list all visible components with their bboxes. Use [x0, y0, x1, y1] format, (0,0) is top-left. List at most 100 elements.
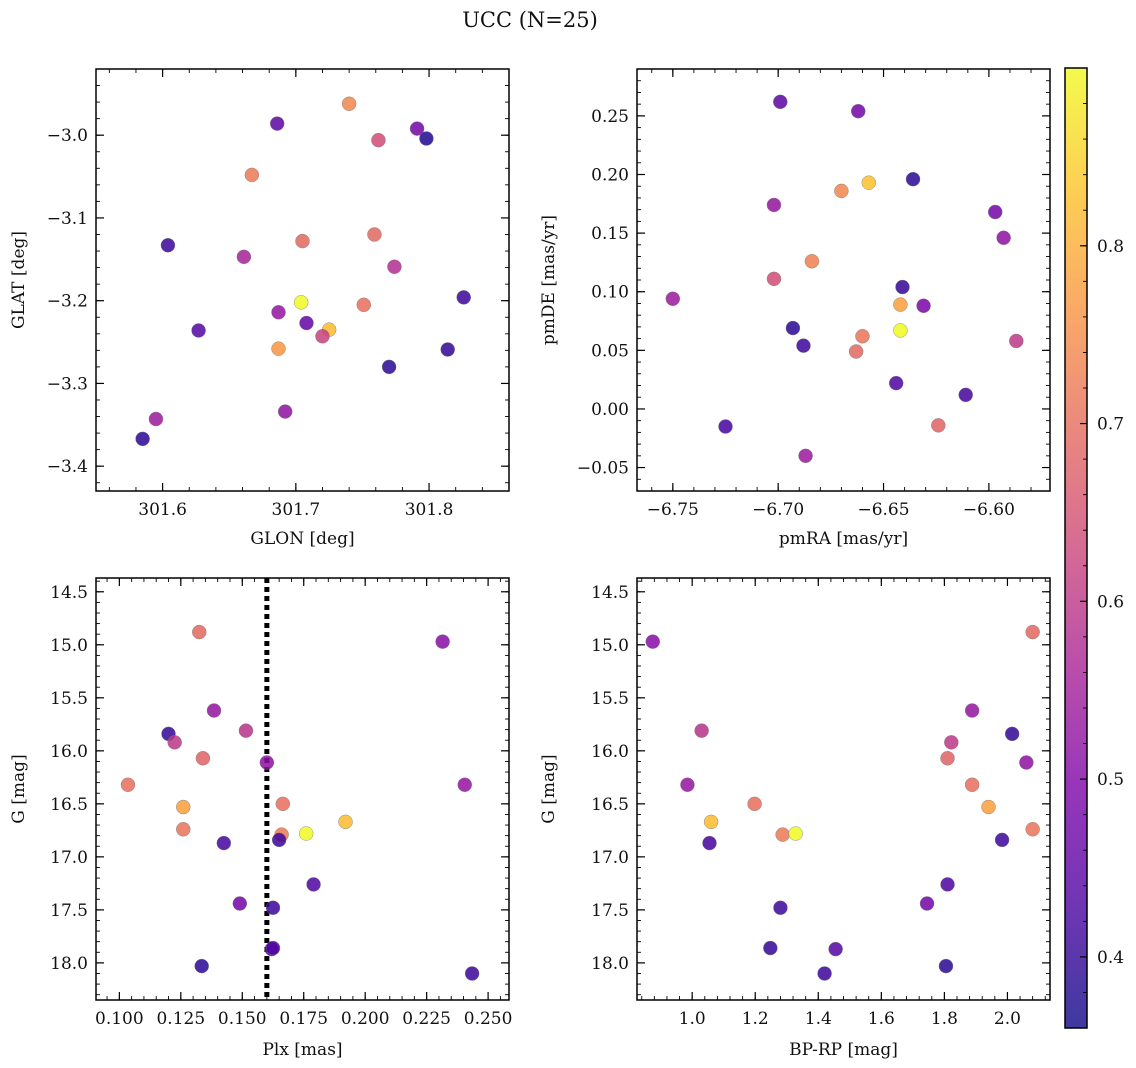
data-point [1019, 755, 1034, 770]
data-point [341, 96, 357, 111]
panel-bottom-left: 0.100 0.125 0.150 0.175 0.200 0.225 0.250 14.5 1… [9, 577, 513, 1060]
y-tick-label: 0.25 [591, 107, 629, 127]
data-point [893, 297, 908, 312]
data-point [367, 227, 382, 242]
data-point [277, 404, 293, 419]
data-point [1004, 726, 1020, 742]
x-tick-label: 1.2 [742, 1009, 769, 1029]
y-tick-label: 14.5 [591, 583, 629, 603]
data-point [265, 900, 281, 915]
y-tick-label: 0.05 [591, 341, 629, 361]
data-point [895, 279, 910, 295]
data-point [848, 344, 864, 359]
y-tick-label: −3.1 [47, 209, 88, 229]
data-point [958, 387, 973, 403]
data-point [238, 723, 254, 738]
data-point [940, 877, 955, 892]
data-point [645, 634, 660, 649]
data-point [964, 777, 980, 792]
data-point [120, 777, 136, 792]
colorbar-tick-label: 0.5 [1097, 770, 1124, 790]
colorbar: 0.4 0.5 0.6 0.7 0.8 [1064, 67, 1124, 1029]
data-point [195, 751, 211, 766]
x-axis-label: GLON [deg] [250, 529, 354, 549]
data-point [206, 703, 222, 718]
data-point [356, 297, 371, 313]
colorbar-ticks: 0.4 0.5 0.6 0.7 0.8 [1080, 67, 1124, 1029]
x-tick-label: 0.225 [402, 1009, 451, 1029]
panel-top-right: −6.75 −6.70 −6.65 −6.60 −0.05 0.00 0.05 0.10 0.1… [539, 68, 1051, 549]
y-tick-label: 0.20 [591, 166, 629, 186]
data-point [775, 827, 790, 842]
data-point [338, 814, 353, 830]
y-tick-label: 16.5 [50, 795, 88, 815]
x-tick-label: 301.8 [405, 500, 454, 520]
data-point [259, 755, 275, 770]
data-point [804, 254, 820, 269]
data-point [271, 341, 286, 356]
data-point [994, 832, 1010, 848]
data-point [855, 329, 870, 344]
axes-frame [636, 68, 1051, 492]
data-point [419, 131, 434, 146]
y-tick-label: 17.5 [50, 901, 88, 921]
x-tick-label: 0.175 [279, 1009, 328, 1029]
data-point [888, 375, 904, 391]
y-tick-label: 15.0 [50, 636, 88, 656]
data-point [763, 940, 778, 956]
data-point [275, 796, 291, 812]
x-tick-label: 1.4 [805, 1009, 832, 1029]
colorbar-tick-label: 0.8 [1097, 237, 1124, 257]
colorbar-frame [1064, 67, 1088, 1029]
x-tick-label: 0.250 [464, 1009, 513, 1029]
data-point [456, 290, 471, 305]
y-axis-label: G [mag] [539, 754, 559, 823]
data-point [773, 900, 788, 915]
x-axis-label: BP-RP [mag] [789, 1040, 898, 1060]
x-tick-label: −6.75 [647, 500, 699, 520]
y-axis-label: pmDE [mas/yr] [539, 215, 559, 345]
data-point [387, 259, 402, 274]
y-tick-label: 0.00 [591, 400, 629, 420]
data-point [680, 777, 695, 792]
colorbar-tick-label: 0.4 [1097, 948, 1124, 968]
x-tick-label: −6.65 [857, 500, 909, 520]
x-tick-label: 0.150 [218, 1009, 267, 1029]
data-point [271, 305, 286, 320]
data-point [665, 291, 681, 306]
y-tick-label: 17.0 [50, 848, 88, 868]
data-point [893, 323, 908, 338]
y-tick-label: 16.0 [50, 742, 88, 762]
data-point [457, 777, 472, 792]
data-point [931, 418, 946, 433]
data-point [996, 230, 1011, 246]
data-point [269, 116, 285, 131]
data-point [766, 197, 782, 213]
data-point [176, 822, 191, 837]
axes-frame [95, 577, 510, 1001]
y-tick-label: 18.0 [591, 954, 629, 974]
data-point [464, 966, 480, 981]
x-tick-label: −6.70 [752, 500, 804, 520]
y-tick-label: −3.0 [47, 126, 88, 146]
data-point [298, 826, 314, 841]
data-point [176, 799, 191, 815]
data-point [435, 634, 450, 649]
x-axis-label: pmRA [mas/yr] [779, 529, 908, 549]
y-tick-label: 17.0 [591, 848, 629, 868]
axes-frame [95, 68, 510, 492]
y-tick-label: −3.2 [47, 292, 88, 312]
figure-title: UCC (N=25) [462, 8, 598, 32]
data-point [194, 958, 209, 974]
panels: 301.6 301.7 301.8 −3.4 −3.3 −3.2 −3.1 −3.0 GLON … [9, 68, 1051, 1060]
data-point [191, 323, 206, 338]
data-point [371, 132, 386, 148]
colorbar-gradient [1065, 68, 1087, 1028]
x-axis-label: Plx [mas] [262, 1040, 342, 1060]
data-point [773, 94, 788, 110]
y-axis-label: G [mag] [9, 754, 29, 823]
data-point [160, 238, 176, 253]
data-point [192, 624, 207, 640]
y-tick-label: 15.0 [591, 636, 629, 656]
